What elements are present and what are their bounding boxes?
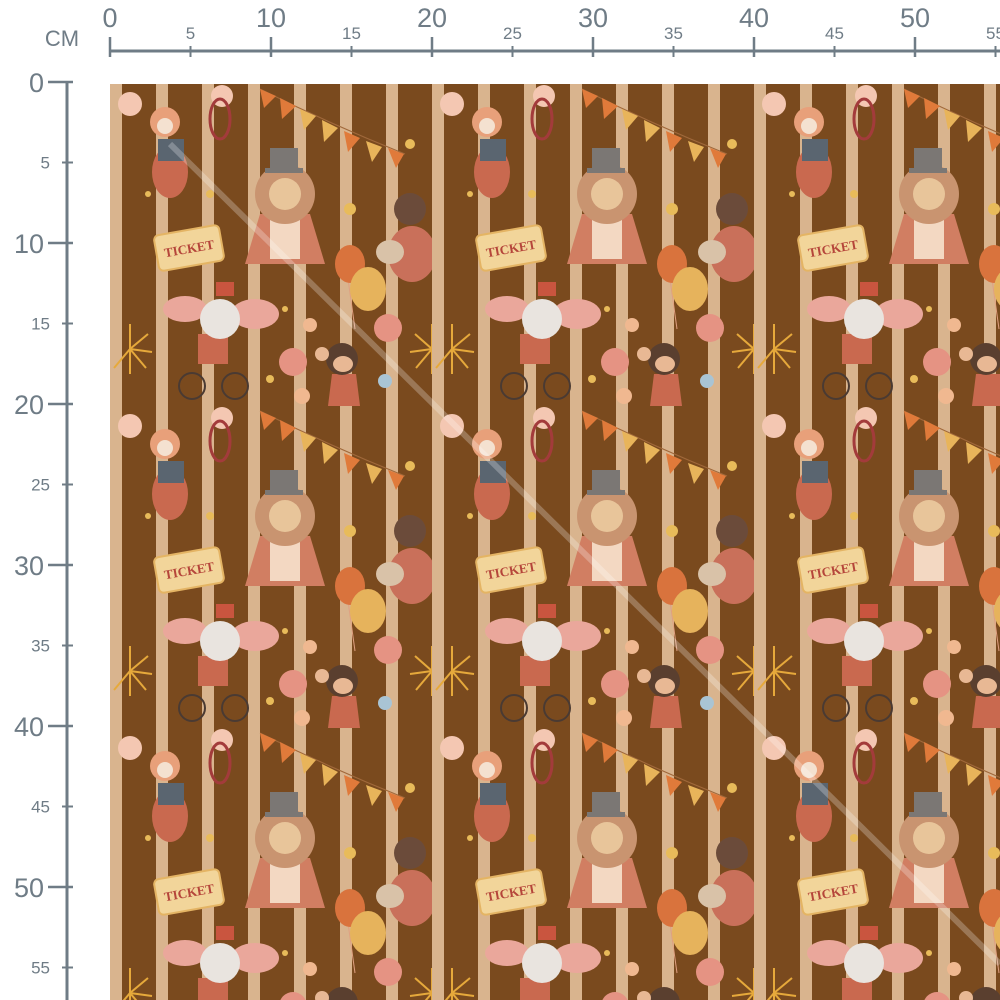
ruler-label-major: 10 (14, 229, 44, 259)
ruler-label-minor: 55 (986, 24, 1000, 43)
ruler-label-minor: 15 (342, 24, 361, 43)
ruler-label-major: 30 (14, 551, 44, 581)
ticket-icon: TICKET (153, 224, 225, 272)
ticket-shape (153, 224, 225, 272)
ruler-label-minor: 5 (41, 154, 50, 173)
ruler-label-minor: 55 (31, 959, 50, 978)
fabric-pattern: TICKET TICKET TICKET TICKET TICKET TICKET TICK… (110, 84, 1000, 1000)
ticket-icon: TICKET (475, 224, 547, 272)
ticket-shape (153, 546, 225, 594)
ruler-label-major: 0 (102, 3, 117, 33)
ruler-label-minor: 45 (31, 798, 50, 817)
ticket-icon: TICKET (475, 546, 547, 594)
ruler-label-major: 20 (14, 390, 44, 420)
ruler-label-minor: 35 (31, 637, 50, 656)
glare-line (167, 141, 1000, 967)
ticket-icon: TICKET (153, 868, 225, 916)
ruler-label-major: 50 (14, 873, 44, 903)
ticket-shape (475, 546, 547, 594)
unit-label: CM (45, 26, 79, 51)
ticket-icon: TICKET (153, 546, 225, 594)
ticket-icon: TICKET (475, 868, 547, 916)
ticket-shape (475, 868, 547, 916)
ruler-label-minor: 25 (31, 476, 50, 495)
ruler-label-major: 40 (739, 3, 769, 33)
ticket-icon: TICKET (797, 546, 869, 594)
ruler-label-minor: 5 (186, 24, 195, 43)
ruler-label-minor: 45 (825, 24, 844, 43)
ticket-shape (797, 546, 869, 594)
ruler-label-major: 20 (417, 3, 447, 33)
ruler-label-major: 0 (29, 68, 44, 98)
ruler-label-minor: 35 (664, 24, 683, 43)
ticket-shape (475, 224, 547, 272)
ruler-label-minor: 15 (31, 315, 50, 334)
ticket-shape (797, 868, 869, 916)
ticket-icon: TICKET (797, 868, 869, 916)
ticket-shape (153, 868, 225, 916)
ruler-label-major: 50 (900, 3, 930, 33)
ticket-layer: TICKET TICKET TICKET TICKET TICKET TICKET TICK… (153, 224, 869, 916)
ruler-label-major: 40 (14, 712, 44, 742)
motif-layer (110, 84, 1000, 1000)
ruler-label-major: 10 (256, 3, 286, 33)
ruler-label-minor: 25 (503, 24, 522, 43)
ruler-label-major: 30 (578, 3, 608, 33)
ticket-shape (797, 224, 869, 272)
ticket-icon: TICKET (797, 224, 869, 272)
